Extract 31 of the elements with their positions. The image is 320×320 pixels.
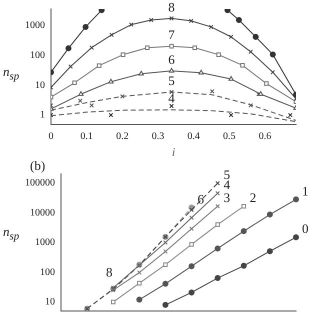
y-tick-label: 1 <box>40 110 45 121</box>
x-tick-label: 0.4 <box>187 131 200 142</box>
x-tick-label: 0.1 <box>80 131 93 142</box>
y-tick-label: 100000 <box>25 178 55 189</box>
x-tick-label: 0.2 <box>116 131 129 142</box>
series-label: 3 <box>224 190 230 206</box>
x-tick-label: 0 <box>48 131 54 142</box>
x-tick-label: 0.6 <box>258 131 272 142</box>
series-label: 0 <box>302 221 308 236</box>
y-tick-label: 1000 <box>35 237 55 248</box>
series-label: 8 <box>168 0 175 14</box>
y-tick-label: 10 <box>45 296 55 308</box>
y-tick-label: 10000 <box>30 207 55 218</box>
series-label: 6 <box>198 191 205 206</box>
series-label: 2 <box>250 190 256 206</box>
x-tick-label: 0.3 <box>152 131 164 142</box>
y-tick-label: 10 <box>35 80 45 91</box>
y-axis-title: n$_{sp}$ <box>3 224 20 243</box>
x-tick-label: 0.5 <box>223 131 236 142</box>
text: (b) <box>30 158 46 173</box>
series-label: 6 <box>168 52 176 67</box>
series-label: 4 <box>168 90 176 106</box>
y-tick-label: 1000 <box>25 20 45 31</box>
series-label: 1 <box>302 183 308 198</box>
y-axis-title: n$_{sp}$ <box>3 64 20 83</box>
series-label: 5 <box>168 72 175 88</box>
y-tick-label: 100 <box>30 50 45 61</box>
x-axis-title: i <box>172 144 176 159</box>
series-label: 7 <box>168 27 176 42</box>
annotation: 8 <box>106 264 112 280</box>
y-tick-label: 100 <box>40 266 55 278</box>
